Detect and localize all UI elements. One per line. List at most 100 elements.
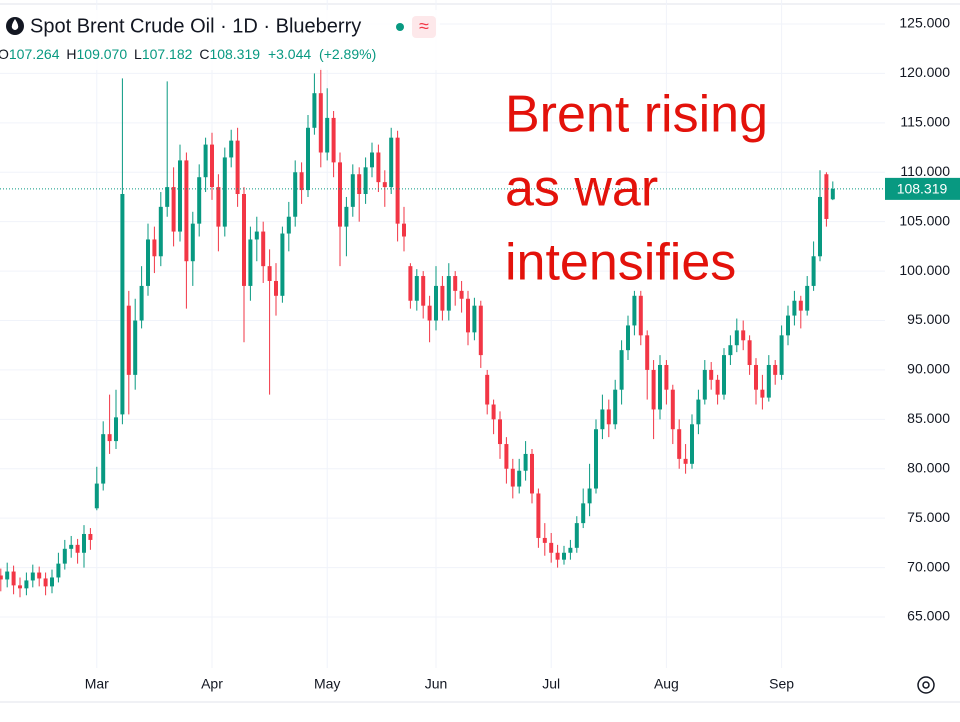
status-dot — [396, 23, 404, 31]
candle-body — [133, 320, 138, 375]
candle-body — [530, 453, 534, 494]
candle-body — [478, 305, 483, 356]
candle-body — [5, 571, 10, 580]
candle-body — [24, 580, 29, 589]
settings-icon[interactable] — [917, 676, 935, 694]
candle-body — [43, 578, 48, 587]
candle-body — [11, 571, 16, 586]
candle-body — [728, 345, 733, 356]
candle-body — [690, 424, 694, 464]
price-tag — [885, 177, 960, 200]
candle-body — [600, 409, 605, 430]
candle-body — [82, 533, 86, 553]
candle-body — [626, 325, 630, 351]
candle-body — [261, 231, 266, 267]
candle-body — [741, 330, 746, 341]
candle-body — [293, 172, 298, 217]
candle-body — [510, 468, 515, 487]
candle-body — [638, 295, 643, 336]
candle-body — [286, 216, 291, 234]
candle-body — [382, 182, 387, 188]
candle-body — [504, 444, 509, 469]
candle-body — [37, 572, 42, 579]
y-tick-label: 75.000 — [907, 509, 950, 525]
ohlc-value: 109.070 — [77, 46, 128, 62]
candle-body — [299, 172, 304, 191]
candle-body — [274, 280, 278, 296]
candles — [0, 68, 835, 598]
candle-body — [734, 330, 739, 346]
candle-body — [555, 552, 560, 560]
legend-backdrop — [0, 10, 440, 70]
candle-body — [773, 364, 778, 375]
y-tick-label: 120.000 — [899, 64, 950, 80]
candle-body — [62, 548, 67, 564]
candle-body — [779, 335, 784, 375]
x-tick-label: May — [314, 676, 340, 692]
status-icon: ≈ — [419, 16, 429, 36]
candle-body — [446, 276, 451, 311]
candle-body — [402, 223, 406, 237]
candle-body — [216, 187, 221, 227]
drop-icon — [11, 19, 19, 30]
candle-body — [606, 409, 611, 425]
candle-body — [242, 194, 246, 286]
candle-body — [811, 256, 816, 286]
candle-body — [619, 350, 624, 390]
candle-body — [248, 239, 253, 286]
ohlc-value: 107.182 — [142, 46, 193, 62]
ohlc-value: 107.264 — [9, 46, 60, 62]
candle-body — [152, 239, 157, 257]
ohlc-letter: C — [199, 46, 209, 62]
candle-body — [523, 453, 528, 471]
candle-body — [94, 483, 99, 509]
candle-body — [120, 194, 125, 415]
gear-center — [922, 681, 930, 689]
candle-body — [581, 503, 586, 524]
candle-body — [587, 488, 592, 504]
status-badge — [412, 16, 436, 38]
candle-body — [517, 470, 522, 487]
annotation-line: intensifies — [505, 234, 736, 292]
y-tick-label: 115.000 — [900, 114, 950, 130]
candle-body — [427, 305, 432, 321]
candle-body — [818, 196, 822, 257]
candle-body — [798, 300, 803, 311]
y-tick-label: 65.000 — [907, 608, 950, 624]
candle-body — [171, 187, 176, 232]
candle-body — [485, 374, 490, 405]
candle-body — [760, 389, 765, 398]
candle-body — [395, 137, 400, 224]
candle-body — [158, 206, 163, 257]
candle-body — [542, 537, 547, 543]
change: +3.044 — [268, 46, 311, 62]
candle-body — [146, 239, 150, 286]
candle-body — [766, 364, 771, 398]
candle-body — [677, 429, 682, 459]
candle-body — [702, 369, 707, 400]
candle-body — [670, 389, 675, 430]
candle-body — [75, 544, 80, 553]
x-tick-label: Aug — [654, 676, 679, 692]
candle-body — [645, 335, 650, 370]
candle-body — [722, 355, 726, 395]
candle-body — [210, 144, 214, 188]
candle-body — [664, 364, 669, 390]
price-tag-label: 108.319 — [897, 181, 948, 197]
candle-body — [56, 563, 61, 578]
x-tick-label: Apr — [201, 676, 223, 692]
annotation: Brent rising as war intensifies — [505, 86, 768, 292]
y-tick-label: 85.000 — [907, 410, 950, 426]
ohlc-value: 108.319 — [209, 46, 260, 62]
annotation-line: Brent rising — [505, 86, 768, 144]
candle-body — [805, 285, 810, 311]
candle-body — [536, 493, 541, 538]
candle-body — [114, 417, 118, 442]
candle-body — [222, 157, 227, 227]
candle-body — [466, 298, 470, 333]
candle-body — [747, 340, 752, 365]
candle-body — [107, 434, 112, 442]
candle-body — [370, 152, 374, 168]
change-percent: (+2.89%) — [319, 46, 376, 62]
